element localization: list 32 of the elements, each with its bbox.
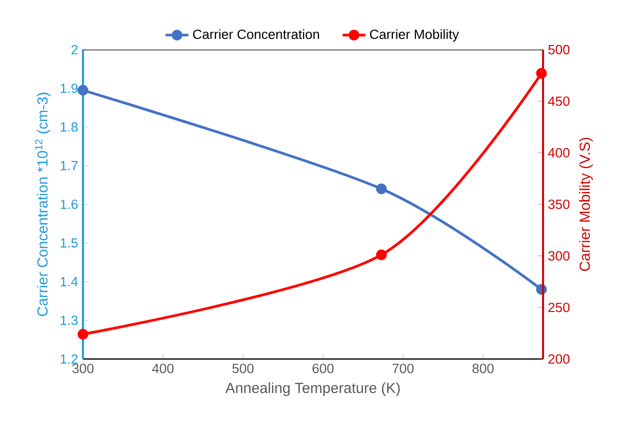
y2-axis-title: Carrier Mobility (V.S) [579, 138, 593, 271]
point [78, 84, 88, 96]
x-tick-label: 700 [392, 364, 414, 374]
x-axis-title: Annealing Temperature (K) [225, 382, 400, 396]
point [376, 249, 387, 260]
y2-tick-label: 250 [548, 302, 570, 312]
x-tick-label: 600 [312, 364, 334, 374]
y-tick-label: 1.4 [60, 276, 78, 286]
y2-tick-label: 350 [548, 199, 570, 209]
legend-label: Carrier Mobility [370, 29, 459, 42]
y-tick-label: 1.8 [60, 122, 78, 132]
y-tick-label: 1.5 [60, 238, 78, 248]
y2-tick-label: 500 [548, 44, 570, 54]
x-tick-label: 800 [472, 364, 494, 374]
y-tick-label: 1.3 [60, 315, 78, 325]
point [78, 328, 88, 340]
x-tick-label: 400 [152, 364, 174, 374]
x-tick-label: 500 [232, 364, 254, 374]
y2-tick-label: 300 [548, 251, 570, 260]
y2-tick-label: 450 [548, 96, 570, 106]
y-tick-label: 1.6 [60, 199, 78, 209]
y-tick-label: 1.7 [60, 160, 78, 170]
y-tick-label: 2 [71, 44, 78, 54]
y-axis-title: Carrier Concentration *10$^{12}$ (cm-3) [35, 92, 51, 316]
point [536, 68, 547, 79]
y-tick-label: 1.9 [60, 83, 78, 93]
point [376, 183, 387, 194]
y2-tick-label: 200 [548, 354, 570, 364]
y2-tick-label: 400 [548, 148, 570, 158]
y-tick-label: 1.2 [60, 354, 78, 364]
legend-label: Carrier Concentration [193, 29, 320, 39]
x-tick-label: 300 [72, 364, 94, 374]
